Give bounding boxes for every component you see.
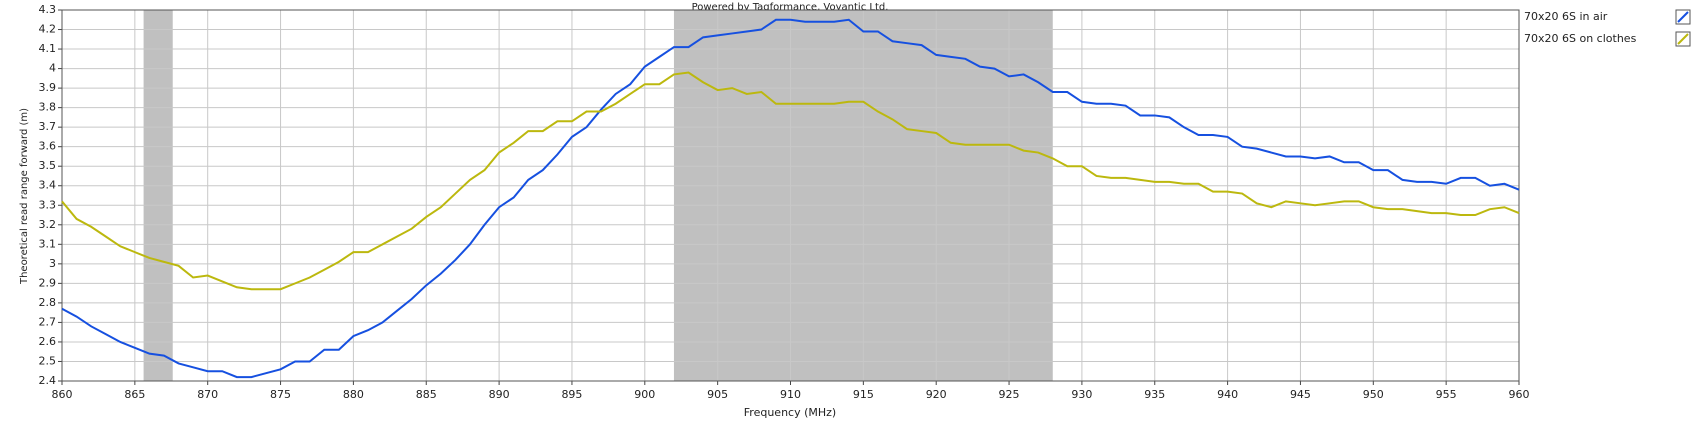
y-tick-label: 2.8 <box>39 296 57 309</box>
x-tick-label: 955 <box>1436 388 1457 401</box>
y-tick-label: 3 <box>49 257 56 270</box>
y-tick-label: 3.6 <box>39 140 57 153</box>
x-tick-label: 860 <box>52 388 73 401</box>
legend-swatch <box>1677 11 1689 23</box>
legend-label: 70x20 6S in air <box>1524 10 1608 23</box>
y-tick-label: 4.2 <box>39 23 57 36</box>
x-tick-label: 915 <box>853 388 874 401</box>
x-tick-label: 945 <box>1290 388 1311 401</box>
y-tick-label: 3.5 <box>39 159 57 172</box>
x-tick-label: 960 <box>1509 388 1530 401</box>
y-tick-label: 2.4 <box>39 374 57 387</box>
y-tick-label: 3.9 <box>39 81 57 94</box>
y-tick-label: 3.3 <box>39 198 57 211</box>
y-tick-label: 4 <box>49 62 56 75</box>
series-line <box>61 18 1520 379</box>
y-tick-label: 4.3 <box>39 3 57 16</box>
x-axis-label: Frequency (MHz) <box>744 406 836 419</box>
y-tick-label: 3.7 <box>39 120 57 133</box>
x-tick-label: 880 <box>343 388 364 401</box>
x-tick-label: 950 <box>1363 388 1384 401</box>
x-tick-label: 910 <box>780 388 801 401</box>
y-tick-label: 3.2 <box>39 218 57 231</box>
x-tick-label: 920 <box>926 388 947 401</box>
chart-title: Powered by Tagformance, Voyantic Ltd. <box>692 2 889 13</box>
y-tick-label: 4.1 <box>39 42 57 55</box>
x-tick-label: 900 <box>634 388 655 401</box>
y-tick-label: 2.5 <box>39 354 57 367</box>
legend-label: 70x20 6S on clothes <box>1524 32 1637 45</box>
plot-frame <box>61 9 1520 382</box>
x-tick-label: 865 <box>124 388 145 401</box>
y-tick-label: 3.8 <box>39 101 57 114</box>
y-tick-label: 3.1 <box>39 237 57 250</box>
y-axis-label: Theoretical read range forward (m) <box>19 108 30 285</box>
series-line <box>61 71 1520 291</box>
y-tick-label: 3.4 <box>39 179 57 192</box>
x-tick-label: 875 <box>270 388 291 401</box>
shaded-band <box>143 10 173 381</box>
y-tick-label: 2.6 <box>39 335 57 348</box>
x-tick-label: 925 <box>999 388 1020 401</box>
legend-swatch <box>1677 33 1689 45</box>
x-tick-label: 895 <box>561 388 582 401</box>
x-tick-label: 885 <box>416 388 437 401</box>
x-tick-label: 930 <box>1071 388 1092 401</box>
x-tick-label: 905 <box>707 388 728 401</box>
x-tick-label: 940 <box>1217 388 1238 401</box>
x-tick-label: 935 <box>1144 388 1165 401</box>
y-tick-label: 2.9 <box>39 276 57 289</box>
x-tick-label: 890 <box>489 388 510 401</box>
y-tick-label: 2.7 <box>39 315 57 328</box>
x-tick-label: 870 <box>197 388 218 401</box>
